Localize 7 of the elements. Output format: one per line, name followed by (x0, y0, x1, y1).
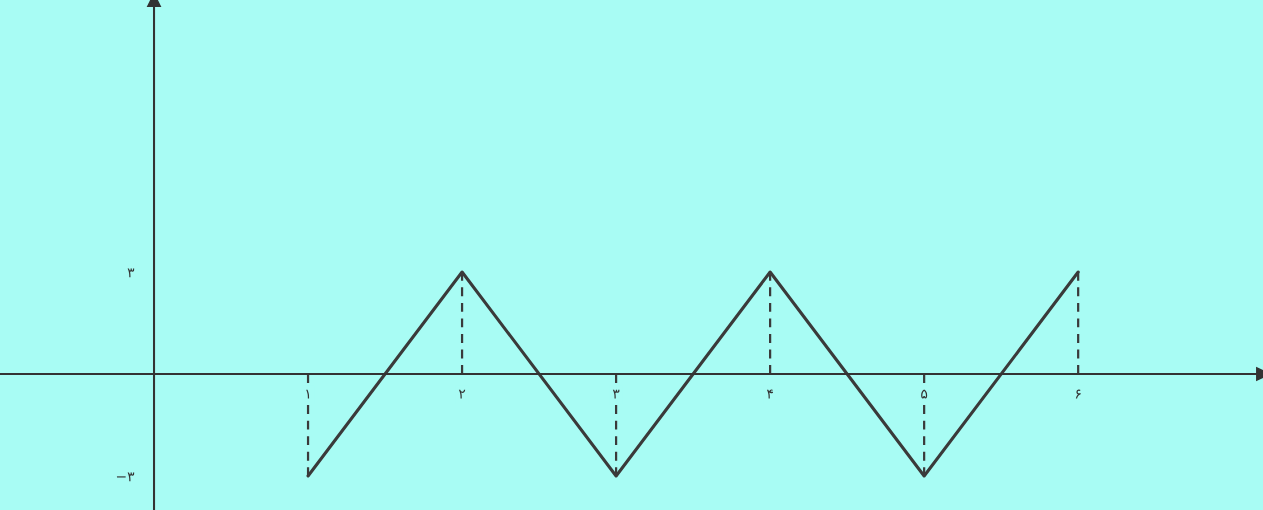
x-tick-label: ۶ (1075, 389, 1081, 399)
x-tick-label: ۲ (458, 389, 466, 399)
x-tick-label: ۴ (766, 389, 773, 399)
x-tick-label: ۱ (306, 389, 310, 399)
x-tick-label: ۵ (921, 389, 928, 399)
x-tick-label: ۳ (612, 389, 620, 399)
y-tick-label: −۳ (116, 472, 135, 482)
